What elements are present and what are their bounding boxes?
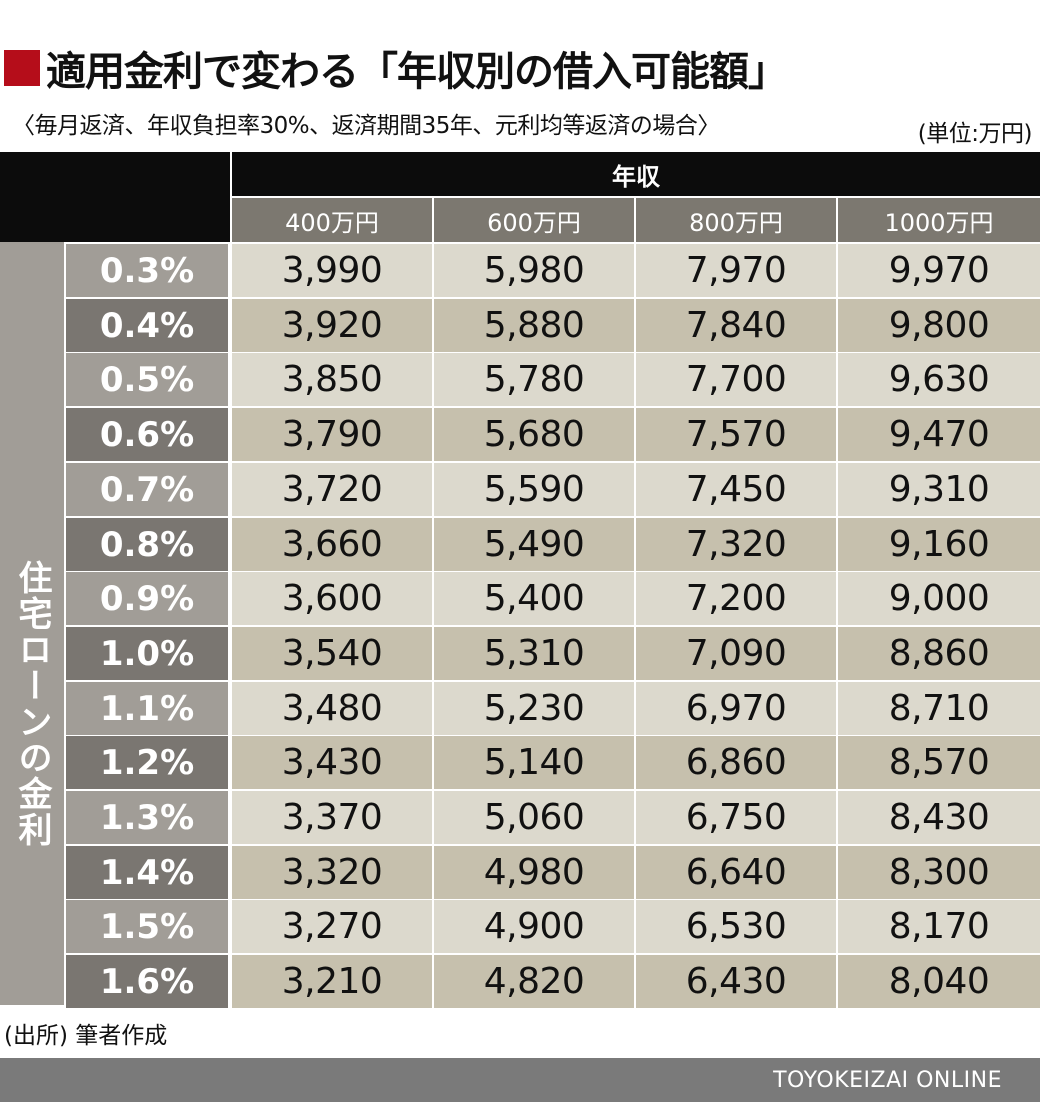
square-bullet-icon: [4, 50, 40, 86]
loan-table: 年収 住宅ローンの金利 400万円 600万円 800万円 1000万円 0.3% 3,9…: [0, 152, 1040, 1008]
table-cell: 3,720: [232, 463, 432, 516]
table-cell: 8,170: [838, 900, 1040, 953]
chart-title: 適用金利で変わる「年収別の借入可能額」: [4, 40, 788, 96]
chart-title-text: 適用金利で変わる「年収別の借入可能額」: [46, 49, 788, 95]
table-cell: 9,310: [838, 463, 1040, 516]
table-cell: 7,200: [636, 572, 836, 625]
table-cell: 9,800: [838, 299, 1040, 352]
table-cell: 3,790: [232, 408, 432, 461]
table-cell: 3,370: [232, 791, 432, 844]
table-cell: 6,430: [636, 955, 836, 1008]
table-cell: 8,040: [838, 955, 1040, 1008]
row-group-header: 住宅ローンの金利: [0, 242, 64, 1005]
table-cell: 7,450: [636, 463, 836, 516]
column-header: 1000万円: [838, 198, 1040, 242]
table-cell: 5,780: [434, 353, 634, 406]
table-cell: 6,750: [636, 791, 836, 844]
table-cell: 9,630: [838, 353, 1040, 406]
header-corner: [0, 152, 230, 242]
table-cell: 5,980: [434, 244, 634, 297]
row-header-rate: 1.0%: [66, 627, 228, 680]
table-cell: 3,920: [232, 299, 432, 352]
row-header-rate: 0.8%: [66, 518, 228, 571]
row-header-rate: 1.5%: [66, 900, 228, 953]
table-cell: 6,640: [636, 846, 836, 899]
row-header-rate: 0.4%: [66, 299, 228, 352]
row-group-label: 住宅ローンの金利: [12, 560, 52, 848]
table-cell: 3,540: [232, 627, 432, 680]
table-cell: 7,700: [636, 353, 836, 406]
table-cell: 3,990: [232, 244, 432, 297]
table-cell: 7,970: [636, 244, 836, 297]
table-cell: 7,090: [636, 627, 836, 680]
row-header-rate: 0.9%: [66, 572, 228, 625]
table-cell: 3,850: [232, 353, 432, 406]
table-cell: 8,570: [838, 736, 1040, 789]
row-header-rate: 1.1%: [66, 682, 228, 735]
table-cell: 3,320: [232, 846, 432, 899]
row-header-rate: 0.3%: [66, 244, 228, 297]
table-cell: 5,400: [434, 572, 634, 625]
table-cell: 4,900: [434, 900, 634, 953]
table-cell: 4,820: [434, 955, 634, 1008]
table-cell: 6,530: [636, 900, 836, 953]
table-cell: 5,590: [434, 463, 634, 516]
unit-label: (単位:万円): [917, 121, 1033, 147]
table-cell: 7,840: [636, 299, 836, 352]
footer-brand: TOYOKEIZAI ONLINE: [773, 1067, 1002, 1093]
table-cell: 9,970: [838, 244, 1040, 297]
table-cell: 3,270: [232, 900, 432, 953]
column-header: 400万円: [232, 198, 432, 242]
chart-subtitle: 〈毎月返済、年収負担率30%、返済期間35年、元利均等返済の場合〉: [12, 113, 720, 139]
table-cell: 3,210: [232, 955, 432, 1008]
column-header: 600万円: [434, 198, 634, 242]
table-cell: 8,300: [838, 846, 1040, 899]
table-cell: 9,160: [838, 518, 1040, 571]
table-cell: 9,000: [838, 572, 1040, 625]
table-cell: 3,430: [232, 736, 432, 789]
table-cell: 3,660: [232, 518, 432, 571]
table-cell: 8,710: [838, 682, 1040, 735]
column-group-header: 年収: [232, 152, 1040, 196]
column-header: 800万円: [636, 198, 836, 242]
table-cell: 3,600: [232, 572, 432, 625]
table-cell: 4,980: [434, 846, 634, 899]
source-note: (出所) 筆者作成: [4, 1023, 168, 1049]
table-cell: 5,490: [434, 518, 634, 571]
row-header-rate: 1.4%: [66, 846, 228, 899]
table-cell: 8,860: [838, 627, 1040, 680]
row-header-rate: 0.6%: [66, 408, 228, 461]
table-cell: 5,680: [434, 408, 634, 461]
table-cell: 5,880: [434, 299, 634, 352]
table-cell: 3,480: [232, 682, 432, 735]
table-cell: 9,470: [838, 408, 1040, 461]
table-cell: 5,140: [434, 736, 634, 789]
row-header-rate: 0.5%: [66, 353, 228, 406]
row-header-rate: 1.3%: [66, 791, 228, 844]
footer-bar: TOYOKEIZAI ONLINE: [0, 1058, 1040, 1102]
table-cell: 5,060: [434, 791, 634, 844]
table-cell: 5,310: [434, 627, 634, 680]
table-cell: 5,230: [434, 682, 634, 735]
table-cell: 6,860: [636, 736, 836, 789]
table-cell: 7,570: [636, 408, 836, 461]
row-header-rate: 1.6%: [66, 955, 228, 1008]
table-cell: 7,320: [636, 518, 836, 571]
table-cell: 6,970: [636, 682, 836, 735]
row-header-rate: 0.7%: [66, 463, 228, 516]
table-cell: 8,430: [838, 791, 1040, 844]
row-header-rate: 1.2%: [66, 736, 228, 789]
